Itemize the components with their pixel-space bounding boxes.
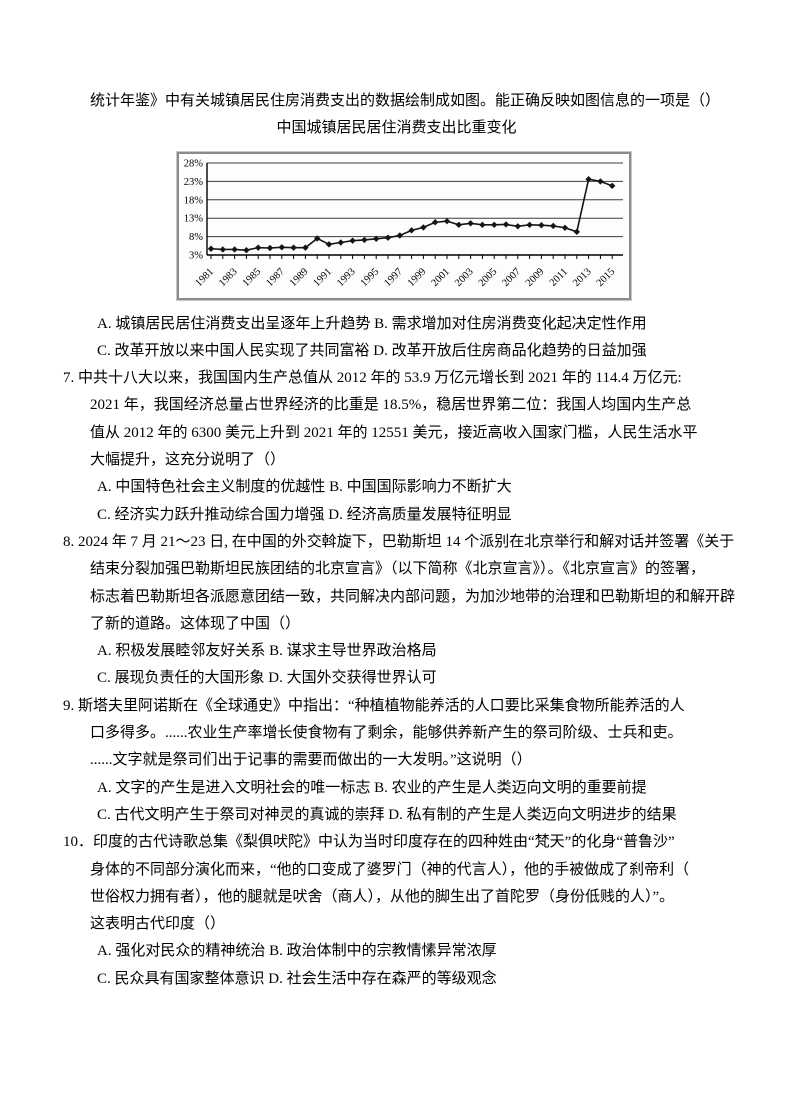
data-point (502, 220, 510, 228)
data-point (373, 235, 380, 242)
question-7-line-4: 大幅提升，这充分说明了（） (90, 452, 286, 469)
question-9-options-ab: A. 文字的产生是进入文明社会的唯一标志 B. 农业的产生是人类迈向文明的重要前… (97, 779, 647, 796)
question-9-line-1: 9. 斯塔夫里阿诺斯在《全球通史》中指出：“种植植物能养活的人口要比采集食物所能… (63, 697, 685, 714)
x-tick-label: 2009 (524, 266, 547, 289)
x-tick-label: 1993 (335, 266, 358, 289)
question-9-options-cd: C. 古代文明产生于祭司对神灵的真诚的崇拜 D. 私有制的产生是人类迈向文明进步… (97, 806, 677, 823)
question-8-line-1: 8. 2024 年 7 月 21～23 日, 在中国的外交斡旋下，巴勒斯坦 14… (63, 533, 735, 550)
x-tick-label: 1999 (406, 266, 429, 289)
question-9-line-2: 口多得多。......农业生产率增长使食物有了剩余，能够供养新产生的祭司阶级、士… (90, 725, 683, 742)
data-point (219, 245, 226, 253)
question-7-line-1: 7. 中共十八大以来，我国国内生产总值从 2012 年的 53.9 万亿元增长到… (63, 370, 682, 387)
question-9-line-3: ......文字就是祭司们出于记事的需要而做出的一大发明。”这说明（） (90, 752, 532, 769)
data-point (561, 224, 569, 231)
x-tick-label: 1987 (264, 266, 287, 289)
data-point (396, 231, 403, 239)
y-tick-label: 18% (184, 195, 204, 206)
data-point (538, 221, 545, 228)
question-10-options-ab: A. 强化对民众的精神统治 B. 政治体制中的宗教情愫异常浓厚 (97, 943, 497, 960)
x-tick-label: 2013 (571, 266, 594, 289)
question-7-line-2: 2021 年，我国经济总量占世界经济的比重是 18.5%，稳居世界第二位：我国人… (90, 397, 692, 414)
data-line (210, 177, 613, 251)
question-6-options-ab: A. 城镇居民居住消费支出呈逐年上升趋势 B. 需求增加对住房消费变化起决定性作… (97, 315, 647, 332)
x-tick-label: 1985 (241, 266, 264, 289)
x-tick-label: 2007 (500, 266, 523, 289)
data-point (266, 244, 274, 251)
data-point (526, 221, 533, 228)
housing-expenditure-chart: 3% 8% 13% 18% 23% 28% 1981 1983 1985 1987 1989 1991… (177, 151, 631, 300)
question-8-line-2: 结束分裂加强巴勒斯坦民族团结的北京宣言》（以下简称《北京宣言》）。《北京宣言》的… (90, 561, 706, 578)
data-point (550, 222, 557, 229)
question-6-stem-tail: 统计年鉴》中有关城镇居民住房消费支出的数据绘制成如图。能正确反映如图信息的一项是… (90, 93, 721, 109)
question-10-options-cd: C. 民众具有国家整体意识 D. 社会生活中存在森严的等级观念 (97, 970, 497, 987)
chart-title: 中国城镇居民居住消费支出比重变化 (276, 120, 517, 137)
x-tick-label: 1997 (382, 266, 405, 289)
data-point (597, 177, 604, 185)
data-point (337, 238, 344, 246)
question-10-line-4: 这表明古代印度（） (90, 916, 226, 933)
line-chart-canvas: 3% 8% 13% 18% 23% 28% 1981 1983 1985 1987 1989 1991… (184, 158, 623, 289)
data-point (514, 222, 521, 230)
data-point (302, 244, 309, 251)
data-point (349, 237, 356, 244)
data-point (314, 234, 321, 242)
question-8-line-4: 了新的道路。这体现了中国（） (90, 615, 301, 632)
data-point (231, 245, 238, 253)
question-8-options-cd: C. 展现负责任的大国形象 D. 大国外交获得世界认可 (97, 670, 437, 687)
data-point (432, 218, 439, 226)
data-point (325, 240, 333, 248)
data-point (243, 246, 250, 254)
data-point (361, 236, 368, 243)
question-7-line-3: 值从 2012 年的 6300 美元上升到 2021 年的 12551 美元，接… (90, 424, 698, 441)
data-point (207, 245, 215, 252)
x-tick-label: 2005 (477, 266, 500, 289)
data-point (585, 175, 592, 182)
question-8-line-3: 标志着巴勒斯坦各派愿意团结一致，共同解决内部问题，为加沙地带的治理和巴勒斯坦的和… (90, 588, 736, 605)
question-10-line-2: 身体的不同部分演化而来，“他的口变成了婆罗门（神的代言人），他的手被做成了刹帝利… (90, 861, 690, 878)
question-6-options-cd: C. 改革开放以来中国人民实现了共同富裕 D. 改革开放后住房商品化趋势的日益加… (97, 342, 647, 359)
x-tick-label: 1991 (311, 266, 334, 289)
data-point (573, 228, 580, 235)
data-point (491, 221, 498, 228)
data-point (420, 223, 427, 231)
x-tick-label: 1989 (288, 266, 311, 289)
x-tick-label: 2015 (595, 266, 618, 289)
y-tick-label: 23% (184, 176, 204, 187)
x-tick-label: 2001 (429, 266, 452, 289)
x-tick-label: 1981 (193, 266, 216, 289)
question-10-line-3: 世俗权力拥有者），他的腿就是吠舍（商人），从他的脚生出了首陀罗（身份低贱的人）”… (90, 888, 675, 905)
y-tick-label: 28% (184, 158, 204, 169)
data-point (384, 234, 392, 241)
data-point (408, 226, 415, 234)
question-7-options-ab: A. 中国特色社会主义制度的优越性 B. 中国国际影响力不断扩大 (97, 479, 512, 496)
data-point (479, 221, 486, 228)
x-tick-label: 2003 (453, 266, 476, 289)
question-7-options-cd: C. 经济实力跃升推动综合国力增强 D. 经济高质量发展特征明显 (97, 506, 512, 523)
data-point (443, 217, 451, 224)
data-point (467, 219, 474, 227)
data-point (290, 244, 297, 251)
y-tick-label: 8% (189, 232, 203, 243)
x-tick-label: 1983 (217, 266, 240, 289)
x-tick-label: 2011 (548, 266, 570, 288)
y-tick-label: 3% (189, 250, 203, 261)
data-point (455, 221, 462, 228)
y-tick-label: 13% (184, 213, 204, 224)
data-point (255, 244, 262, 251)
question-8-options-ab: A. 积极发展睦邻友好关系 B. 谋求主导世界政治格局 (97, 643, 437, 660)
x-tick-label: 1995 (359, 266, 382, 289)
data-point (278, 243, 285, 251)
data-point (609, 182, 616, 189)
question-10-line-1: 10．印度的古代诗歌总集《梨俱吠陀》中认为当时印度存在的四种姓由“梵天”的化身“… (63, 834, 675, 851)
